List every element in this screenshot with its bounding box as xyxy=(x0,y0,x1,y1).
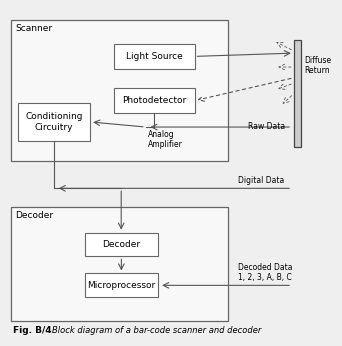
Text: Decoder: Decoder xyxy=(15,211,53,220)
Text: Decoded Data
1, 2, 3, A, B, C: Decoded Data 1, 2, 3, A, B, C xyxy=(238,263,293,282)
Text: Microprocessor: Microprocessor xyxy=(87,281,156,290)
Text: Light Source: Light Source xyxy=(126,52,183,61)
FancyBboxPatch shape xyxy=(85,273,158,297)
Bar xyxy=(11,207,228,321)
Bar xyxy=(294,40,301,147)
Text: Raw Data: Raw Data xyxy=(248,122,286,131)
Text: Fig. B/4: Fig. B/4 xyxy=(13,326,52,335)
Text: Analog
Amplifier: Analog Amplifier xyxy=(147,130,182,149)
Text: Photodetector: Photodetector xyxy=(122,96,186,105)
Text: Diffuse
Return: Diffuse Return xyxy=(304,56,331,75)
Text: Digital Data: Digital Data xyxy=(238,176,285,185)
Text: Decoder: Decoder xyxy=(102,240,141,249)
FancyBboxPatch shape xyxy=(85,233,158,256)
Bar xyxy=(11,20,228,161)
FancyBboxPatch shape xyxy=(114,44,195,69)
Text: Scanner: Scanner xyxy=(15,24,52,33)
Text: Block diagram of a bar-code scanner and decoder: Block diagram of a bar-code scanner and … xyxy=(52,326,261,335)
FancyBboxPatch shape xyxy=(18,103,90,141)
FancyBboxPatch shape xyxy=(114,88,195,113)
Text: Conditioning
Circuitry: Conditioning Circuitry xyxy=(25,112,83,131)
